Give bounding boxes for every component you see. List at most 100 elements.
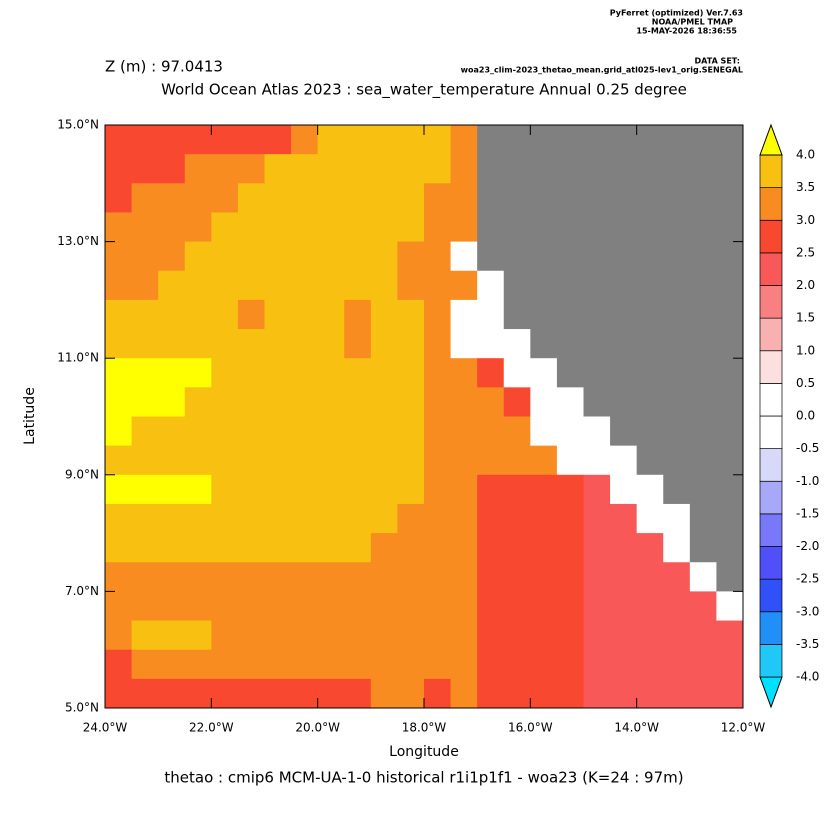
cell <box>184 474 212 505</box>
land-cell <box>689 503 717 534</box>
cell <box>689 591 717 622</box>
cell <box>663 649 691 680</box>
cell <box>237 533 265 563</box>
cell <box>264 241 292 272</box>
land-cell <box>636 154 664 184</box>
cell <box>344 241 372 272</box>
cell <box>131 416 159 447</box>
cell <box>211 649 239 680</box>
cell <box>317 445 345 476</box>
cell <box>450 591 478 622</box>
cell <box>184 125 212 155</box>
cell <box>317 533 345 563</box>
colorbar-label: 2.0 <box>796 278 815 292</box>
cell <box>477 591 505 622</box>
cell <box>105 474 133 505</box>
cell <box>158 154 186 184</box>
cell <box>291 649 319 680</box>
cell <box>158 270 186 301</box>
cell <box>610 503 638 534</box>
cell <box>105 387 133 417</box>
land-cell <box>556 183 584 213</box>
cell <box>556 620 584 651</box>
colorbar-bin <box>759 415 783 449</box>
colorbar-bin <box>759 448 783 482</box>
cell <box>370 503 398 534</box>
cell <box>344 125 372 155</box>
cell <box>450 562 478 592</box>
cell <box>105 620 133 651</box>
cell <box>397 620 425 651</box>
cell <box>105 678 133 709</box>
y-tick-label: 15.0°N <box>57 118 99 132</box>
cell <box>583 503 611 534</box>
land-cell <box>610 329 638 359</box>
land-cell <box>716 125 744 155</box>
cell <box>158 183 186 213</box>
land-cell <box>716 329 744 359</box>
land-cell <box>716 416 744 447</box>
cell <box>424 503 452 534</box>
cell <box>503 591 531 622</box>
cell <box>105 212 133 243</box>
cell <box>237 358 265 388</box>
land-cell <box>610 125 638 155</box>
cell <box>184 533 212 563</box>
cell <box>264 183 292 213</box>
chart-title: World Ocean Atlas 2023 : sea_water_tempe… <box>161 81 687 100</box>
cell <box>450 125 478 155</box>
cell <box>503 474 531 505</box>
cell <box>397 212 425 243</box>
cell <box>158 329 186 359</box>
land-cell <box>610 183 638 213</box>
cell <box>397 387 425 417</box>
cell <box>211 533 239 563</box>
cell <box>184 329 212 359</box>
cell <box>184 270 212 301</box>
colorbar-label: -1.5 <box>796 506 819 520</box>
cell <box>158 591 186 622</box>
cell <box>370 212 398 243</box>
cell <box>131 183 159 213</box>
cell <box>370 125 398 155</box>
land-cell <box>716 270 744 301</box>
cell <box>689 649 717 680</box>
land-cell <box>636 416 664 447</box>
caption: thetao : cmip6 MCM-UA-1-0 historical r1i… <box>164 769 683 787</box>
cell <box>237 125 265 155</box>
cell <box>397 299 425 330</box>
cell <box>184 212 212 243</box>
land-cell <box>716 503 744 534</box>
land-cell <box>663 270 691 301</box>
cell <box>424 474 452 505</box>
cell <box>477 299 505 330</box>
cell <box>477 329 505 359</box>
cell <box>158 678 186 709</box>
cell <box>317 270 345 301</box>
header-line: PyFerret (optimized) Ver.7.63 <box>610 9 743 18</box>
cell <box>317 358 345 388</box>
cell <box>264 299 292 330</box>
cell <box>689 678 717 709</box>
land-cell <box>556 125 584 155</box>
cell <box>450 183 478 213</box>
cell <box>264 620 292 651</box>
cell <box>556 562 584 592</box>
cell <box>663 620 691 651</box>
y-axis-label: Latitude <box>22 387 38 445</box>
cell <box>131 649 159 680</box>
x-tick-label: 22.0°W <box>189 721 234 735</box>
cell <box>397 154 425 184</box>
cell <box>370 562 398 592</box>
cell <box>344 649 372 680</box>
cell <box>556 591 584 622</box>
land-cell <box>636 445 664 476</box>
cell <box>237 503 265 534</box>
land-cell <box>477 154 505 184</box>
cell <box>211 503 239 534</box>
land-cell <box>556 154 584 184</box>
land-cell <box>663 183 691 213</box>
cell <box>636 474 664 505</box>
land-cell <box>610 154 638 184</box>
land-cell <box>636 241 664 272</box>
